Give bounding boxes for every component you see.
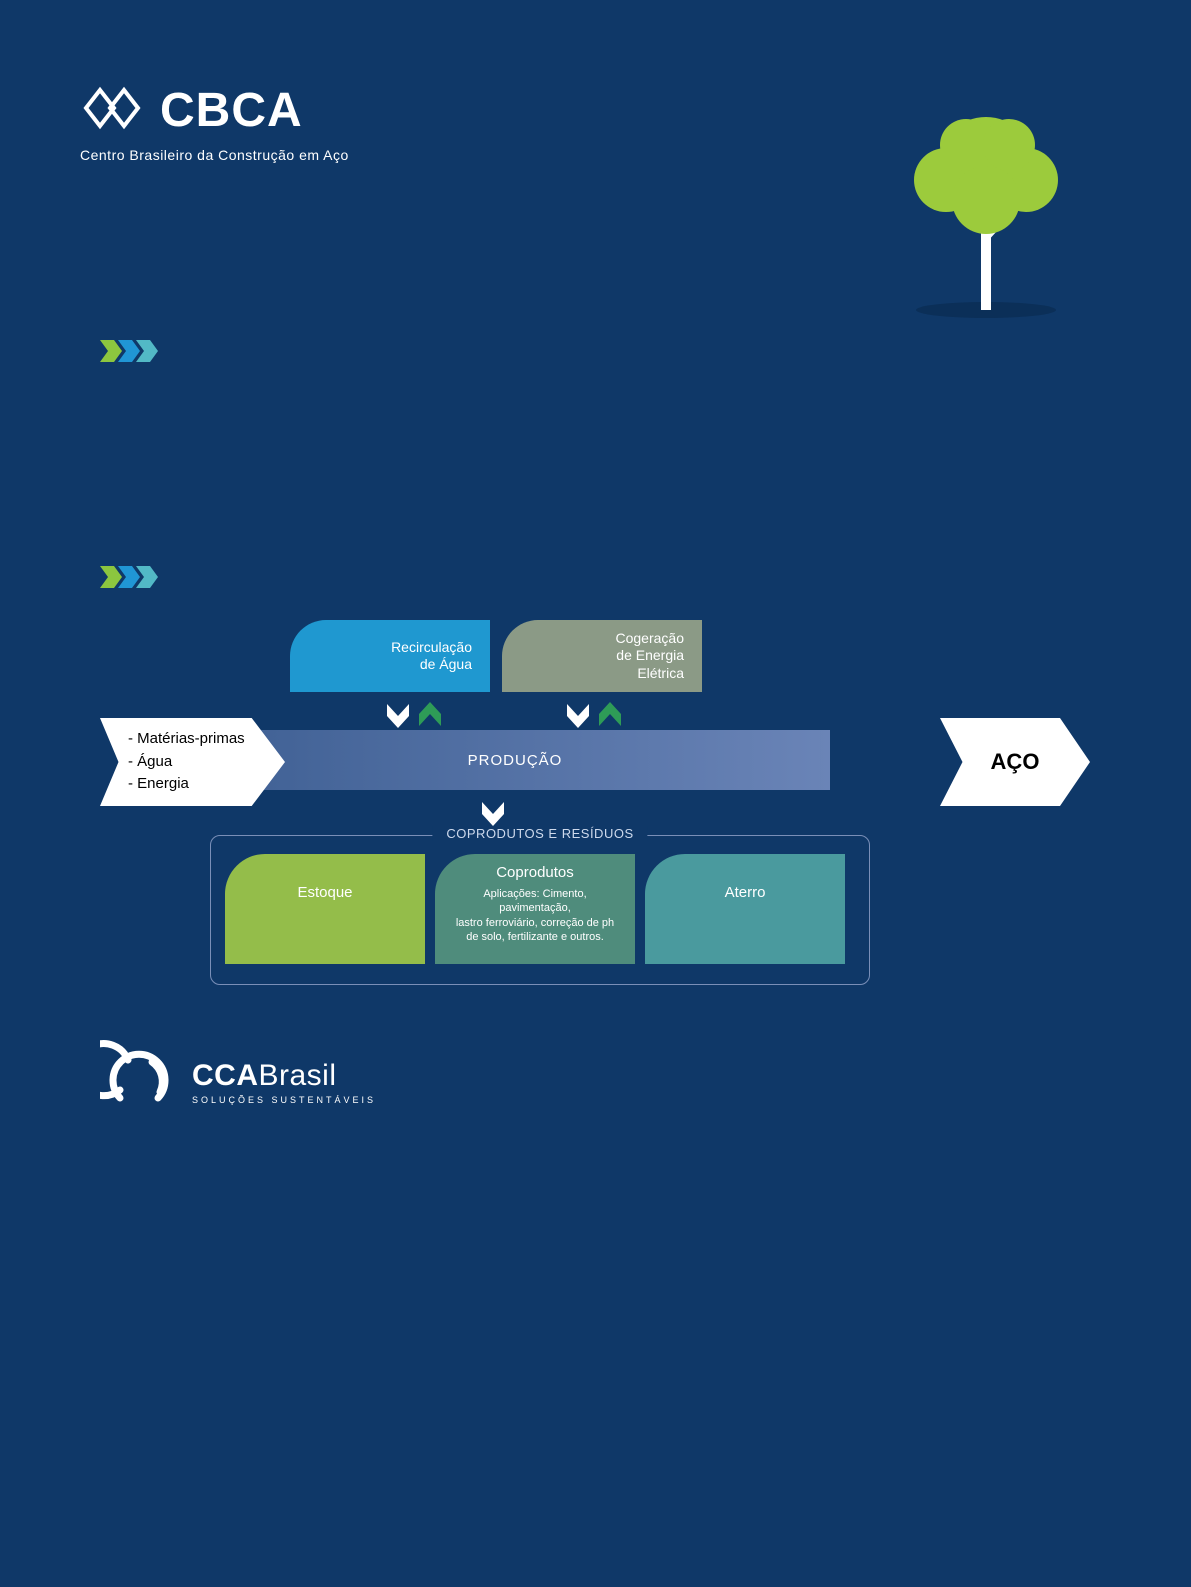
logo-cca: CCABrasil SOLUÇÕES SUSTENTÁVEIS [100, 1040, 376, 1123]
box-coprodutos-title: Coprodutos [445, 864, 625, 881]
output-label: AÇO [991, 749, 1040, 775]
box-coprodutos-desc: Aplicações: Cimento, pavimentação, lastr… [445, 887, 625, 944]
input-1: - Matérias-primas [128, 728, 277, 751]
coproducts-frame: COPRODUTOS E RESÍDUOS Estoque Coprodutos… [210, 835, 870, 985]
logo-cbca: CBCA Centro Brasileiro da Construção em … [80, 80, 349, 163]
box-estoque-title: Estoque [235, 884, 415, 901]
box-cogeracao-label: Cogeração de Energia Elétrica [616, 630, 685, 683]
cca-text: CCABrasil SOLUÇÕES SUSTENTÁVEIS [192, 1059, 376, 1105]
box-recirc-label: Recirculação de Água [391, 639, 472, 674]
output-hex: AÇO [940, 718, 1090, 806]
coproducts-title: COPRODUTOS E RESÍDUOS [432, 826, 647, 841]
box-cogeracao: Cogeração de Energia Elétrica [502, 620, 702, 692]
box-aterro: Aterro [645, 854, 845, 964]
top-boxes: Recirculação de Água Cogeração de Energi… [290, 620, 702, 692]
cca-icon [100, 1040, 178, 1123]
box-aterro-title: Aterro [655, 884, 835, 901]
cbca-icon [80, 80, 144, 141]
cca-tagline: SOLUÇÕES SUSTENTÁVEIS [192, 1095, 376, 1105]
section-marker-2 [100, 566, 160, 593]
arrow-pair-2 [565, 702, 623, 728]
inputs-hex: - Matérias-primas - Água - Energia [100, 718, 285, 806]
cca-bold: CCA [192, 1059, 259, 1092]
cbca-tagline: Centro Brasileiro da Construção em Aço [80, 147, 349, 163]
box-estoque: Estoque [225, 854, 425, 964]
tree-icon [891, 110, 1081, 325]
box-recirc: Recirculação de Água [290, 620, 490, 692]
cbca-name: CBCA [160, 83, 303, 138]
production-bar: PRODUÇÃO [200, 730, 830, 790]
production-diagram: Recirculação de Água Cogeração de Energi… [100, 620, 1090, 990]
coproducts-boxes: Estoque Coprodutos Aplicações: Cimento, … [225, 854, 845, 964]
input-2: - Água [128, 751, 277, 774]
cca-light: Brasil [259, 1059, 337, 1092]
arrow-pair-1 [385, 702, 443, 728]
input-3: - Energia [128, 773, 277, 796]
box-coprodutos: Coprodutos Aplicações: Cimento, paviment… [435, 854, 635, 964]
section-marker-1 [100, 340, 160, 367]
production-label: PRODUÇÃO [468, 752, 563, 769]
